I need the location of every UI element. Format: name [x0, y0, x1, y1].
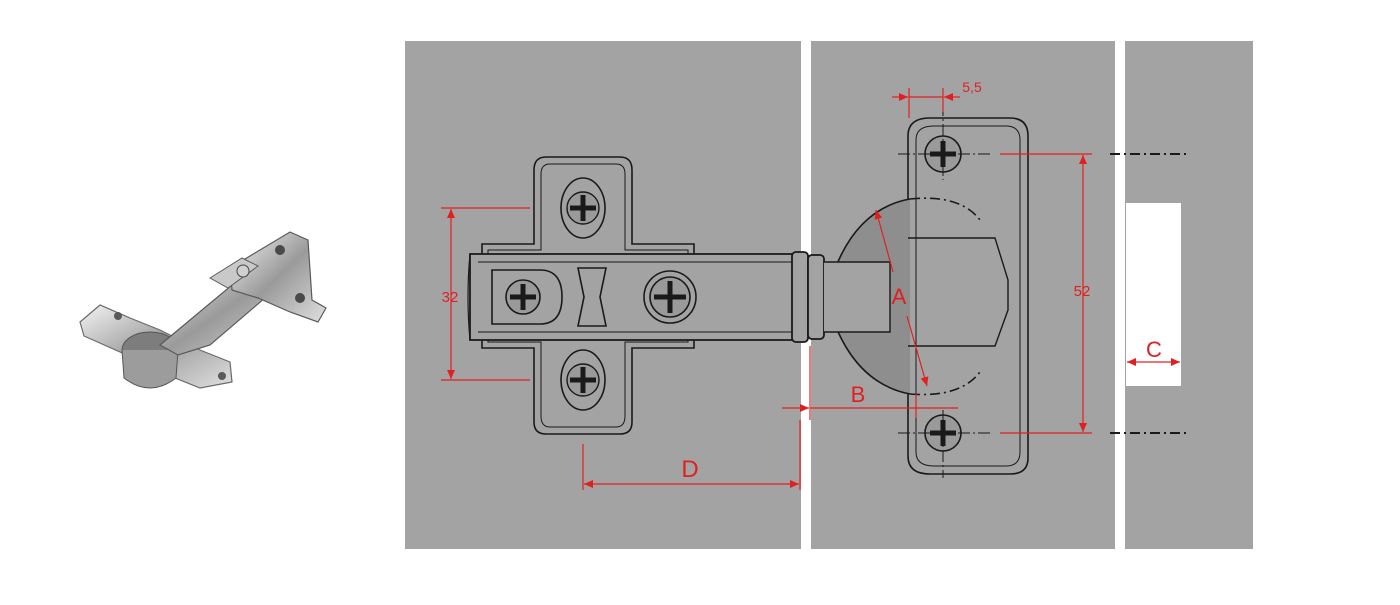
- plate-screw-top-icon: [560, 177, 606, 239]
- hinge-cup-plate: [824, 117, 1029, 475]
- hinge-photo: [72, 208, 334, 406]
- dimension-c-label: C: [1146, 337, 1162, 362]
- dimension-32-label: 32: [442, 289, 459, 306]
- mounting-plate: [481, 156, 695, 435]
- cup-bore-section: [1126, 203, 1181, 386]
- dimension-lines: [441, 88, 1180, 490]
- hinge-arm: [467, 251, 825, 343]
- plate-screw-bottom-icon: [560, 349, 606, 411]
- dimension-b-label: B: [851, 382, 866, 407]
- dimension-a-label: A: [892, 284, 907, 309]
- dimension-d-label: D: [681, 456, 698, 483]
- centerlines: [898, 104, 1188, 478]
- dimension-5-5-label: 5,5: [962, 79, 982, 95]
- dimension-52-label: 52: [1074, 283, 1091, 300]
- depth-screw-icon: [643, 270, 697, 324]
- adjustment-screw-icon: [505, 279, 541, 315]
